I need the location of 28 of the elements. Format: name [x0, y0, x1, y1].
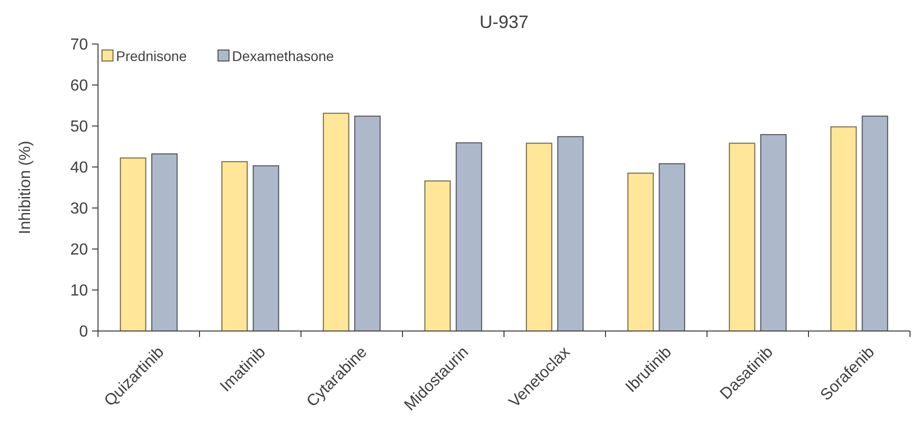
chart-title: U-937	[479, 12, 529, 32]
y-tick-label: 20	[70, 242, 88, 259]
y-tick-label: 0	[79, 324, 88, 341]
bar	[862, 116, 888, 332]
bar	[830, 126, 857, 332]
bar	[120, 157, 146, 332]
bar	[526, 142, 552, 332]
bar	[151, 153, 178, 332]
bar	[557, 136, 584, 332]
y-tick-label: 30	[70, 200, 88, 218]
bar	[728, 142, 756, 332]
y-tick-label: 50	[70, 118, 88, 136]
y-tick-label: 10	[70, 282, 88, 300]
bar	[221, 161, 248, 332]
bar	[658, 163, 686, 332]
y-tick-label: 40	[70, 160, 88, 177]
y-axis-title: Inhibition (%)	[17, 140, 34, 234]
y-tick-label: 60	[70, 78, 88, 95]
bar	[627, 172, 654, 332]
bar	[322, 112, 350, 332]
bar	[456, 142, 482, 332]
bar	[424, 180, 451, 332]
bar	[760, 134, 787, 332]
y-tick-label: 70	[70, 36, 88, 54]
bar	[252, 165, 280, 332]
legend-label: Prednisone	[116, 48, 188, 64]
bar	[354, 116, 381, 332]
legend-label: Dexamethasone	[232, 48, 334, 64]
